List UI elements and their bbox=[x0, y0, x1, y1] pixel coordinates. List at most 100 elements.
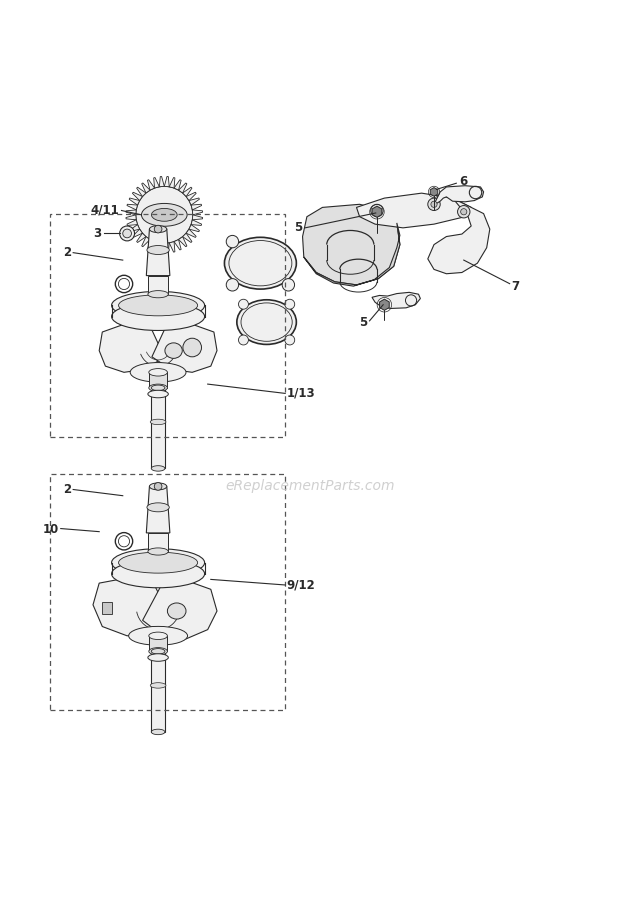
Circle shape bbox=[374, 207, 380, 214]
Ellipse shape bbox=[118, 295, 198, 315]
Polygon shape bbox=[169, 178, 175, 188]
Polygon shape bbox=[191, 204, 202, 210]
Polygon shape bbox=[126, 210, 136, 215]
Polygon shape bbox=[154, 178, 159, 188]
Polygon shape bbox=[127, 220, 138, 226]
Ellipse shape bbox=[165, 343, 182, 359]
Ellipse shape bbox=[112, 548, 205, 577]
Polygon shape bbox=[133, 193, 143, 201]
Ellipse shape bbox=[112, 303, 205, 330]
Text: 9/12: 9/12 bbox=[286, 579, 315, 591]
Polygon shape bbox=[149, 372, 167, 388]
Ellipse shape bbox=[118, 552, 198, 573]
Polygon shape bbox=[159, 243, 164, 253]
Polygon shape bbox=[151, 388, 165, 469]
Ellipse shape bbox=[167, 603, 186, 619]
Ellipse shape bbox=[151, 208, 177, 221]
Ellipse shape bbox=[149, 632, 167, 639]
Polygon shape bbox=[174, 239, 181, 250]
Ellipse shape bbox=[129, 626, 187, 646]
Polygon shape bbox=[434, 186, 484, 204]
Polygon shape bbox=[186, 229, 196, 238]
Polygon shape bbox=[146, 229, 170, 276]
Ellipse shape bbox=[148, 654, 168, 661]
Polygon shape bbox=[151, 651, 165, 732]
Polygon shape bbox=[142, 183, 150, 193]
Polygon shape bbox=[152, 316, 217, 372]
Polygon shape bbox=[428, 198, 490, 274]
Circle shape bbox=[154, 482, 162, 491]
Circle shape bbox=[123, 229, 131, 238]
Polygon shape bbox=[99, 316, 164, 372]
Polygon shape bbox=[148, 239, 154, 250]
Ellipse shape bbox=[150, 682, 166, 688]
Text: 10: 10 bbox=[43, 524, 59, 536]
Circle shape bbox=[183, 338, 202, 357]
Polygon shape bbox=[129, 225, 140, 232]
Polygon shape bbox=[142, 237, 150, 247]
Polygon shape bbox=[379, 299, 389, 310]
Ellipse shape bbox=[141, 204, 187, 226]
Circle shape bbox=[285, 335, 294, 345]
Text: 6: 6 bbox=[459, 175, 467, 189]
Ellipse shape bbox=[112, 560, 205, 588]
Circle shape bbox=[226, 279, 239, 291]
Circle shape bbox=[282, 279, 294, 291]
Polygon shape bbox=[148, 180, 154, 190]
Ellipse shape bbox=[151, 648, 165, 654]
Polygon shape bbox=[174, 180, 181, 190]
Ellipse shape bbox=[147, 246, 169, 255]
Ellipse shape bbox=[149, 483, 167, 490]
Circle shape bbox=[461, 209, 467, 215]
Circle shape bbox=[226, 236, 239, 248]
Polygon shape bbox=[179, 183, 187, 193]
Ellipse shape bbox=[149, 226, 167, 233]
Polygon shape bbox=[146, 486, 170, 533]
Ellipse shape bbox=[148, 548, 168, 555]
Polygon shape bbox=[159, 176, 164, 187]
Polygon shape bbox=[183, 233, 192, 242]
Polygon shape bbox=[149, 635, 167, 651]
Circle shape bbox=[285, 299, 294, 309]
Ellipse shape bbox=[151, 385, 165, 391]
Polygon shape bbox=[102, 602, 112, 614]
Polygon shape bbox=[186, 193, 196, 201]
Ellipse shape bbox=[150, 419, 166, 425]
Polygon shape bbox=[164, 243, 169, 253]
Polygon shape bbox=[430, 188, 438, 196]
Polygon shape bbox=[148, 276, 169, 294]
Circle shape bbox=[239, 335, 249, 345]
Text: 5: 5 bbox=[359, 315, 367, 328]
Text: 1/13: 1/13 bbox=[286, 387, 315, 400]
Text: 4/11: 4/11 bbox=[91, 204, 119, 217]
Text: 5: 5 bbox=[294, 221, 303, 235]
Ellipse shape bbox=[112, 292, 205, 319]
Circle shape bbox=[239, 299, 249, 309]
Polygon shape bbox=[192, 215, 203, 220]
Polygon shape bbox=[304, 223, 400, 286]
Polygon shape bbox=[136, 233, 146, 242]
Circle shape bbox=[120, 226, 135, 241]
Ellipse shape bbox=[149, 384, 167, 392]
Polygon shape bbox=[179, 237, 187, 247]
Polygon shape bbox=[129, 198, 140, 205]
Polygon shape bbox=[189, 198, 200, 205]
Circle shape bbox=[371, 204, 383, 216]
Circle shape bbox=[136, 186, 193, 243]
Polygon shape bbox=[356, 193, 471, 227]
Ellipse shape bbox=[149, 369, 167, 376]
Text: 2: 2 bbox=[63, 483, 71, 496]
Polygon shape bbox=[154, 242, 159, 252]
Polygon shape bbox=[191, 220, 202, 226]
Polygon shape bbox=[372, 293, 420, 308]
Ellipse shape bbox=[149, 647, 167, 655]
Ellipse shape bbox=[148, 291, 168, 298]
Polygon shape bbox=[372, 206, 382, 217]
Polygon shape bbox=[303, 204, 400, 285]
Polygon shape bbox=[183, 187, 192, 196]
Ellipse shape bbox=[151, 729, 165, 735]
Bar bbox=[50, 214, 285, 436]
Ellipse shape bbox=[224, 238, 296, 289]
Polygon shape bbox=[93, 574, 170, 635]
Polygon shape bbox=[127, 204, 138, 210]
